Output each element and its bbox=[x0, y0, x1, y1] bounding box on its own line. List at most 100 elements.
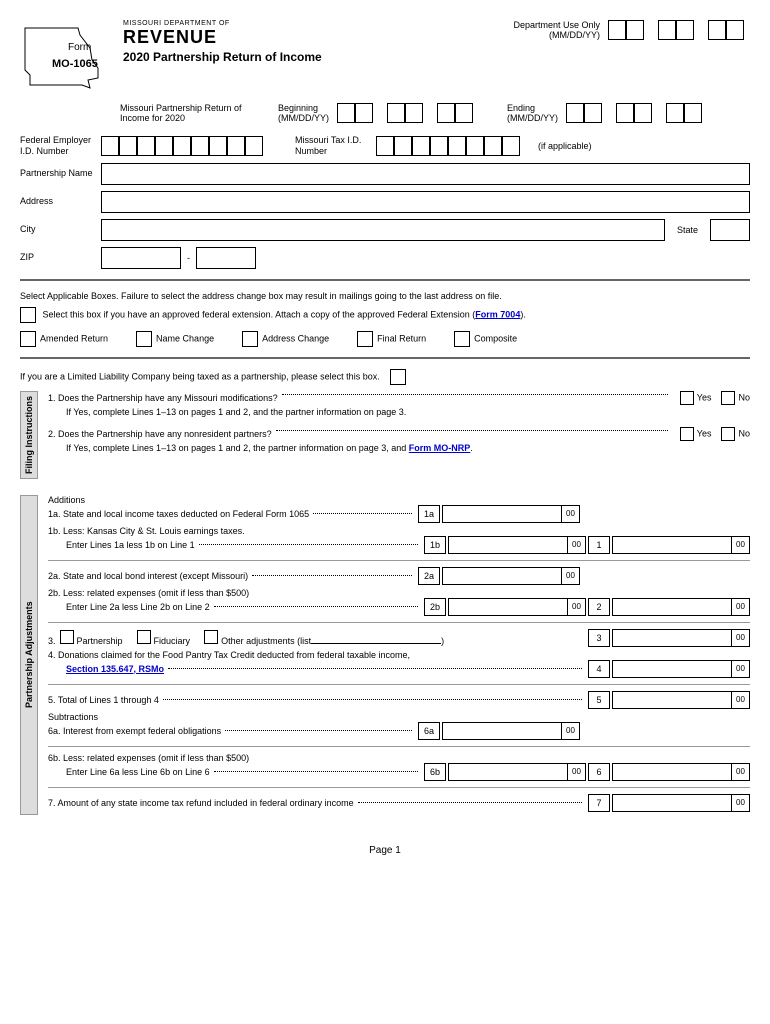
motax-box[interactable] bbox=[466, 136, 484, 156]
form-7004-link[interactable]: Form 7004 bbox=[475, 309, 520, 319]
if-applicable: (if applicable) bbox=[538, 141, 592, 151]
dept-use-box[interactable] bbox=[608, 20, 626, 40]
end-date-box[interactable] bbox=[616, 103, 634, 123]
end-date-box[interactable] bbox=[666, 103, 684, 123]
l2b-sub: Enter Line 2a less Line 2b on Line 2 bbox=[66, 602, 210, 612]
fein-box[interactable] bbox=[173, 136, 191, 156]
address-label: Address bbox=[20, 196, 95, 207]
cents: 00 bbox=[732, 536, 750, 554]
l3-other-input[interactable] bbox=[311, 632, 441, 644]
fein-box[interactable] bbox=[155, 136, 173, 156]
begin-date-box[interactable] bbox=[437, 103, 455, 123]
fein-box[interactable] bbox=[209, 136, 227, 156]
l6b-amount[interactable] bbox=[448, 763, 568, 781]
composite-checkbox[interactable] bbox=[454, 331, 470, 347]
sub-desc1: Missouri Partnership Return of bbox=[120, 103, 242, 113]
l4-text: 4. Donations claimed for the Food Pantry… bbox=[48, 650, 750, 660]
begin-date-box[interactable] bbox=[337, 103, 355, 123]
l2b-amount[interactable] bbox=[448, 598, 568, 616]
amended-checkbox[interactable] bbox=[20, 331, 36, 347]
begin-date-box[interactable] bbox=[355, 103, 373, 123]
motax-box[interactable] bbox=[430, 136, 448, 156]
llc-checkbox[interactable] bbox=[390, 369, 406, 385]
l3-other: Other adjustments (list bbox=[221, 636, 311, 646]
zip-label: ZIP bbox=[20, 252, 95, 263]
name-change-checkbox[interactable] bbox=[136, 331, 152, 347]
begin-date-box[interactable] bbox=[455, 103, 473, 123]
l6-amount[interactable] bbox=[612, 763, 732, 781]
fein-box[interactable] bbox=[191, 136, 209, 156]
motax-box[interactable] bbox=[484, 136, 502, 156]
final-checkbox[interactable] bbox=[357, 331, 373, 347]
q1-no-checkbox[interactable] bbox=[721, 391, 735, 405]
fein-box[interactable] bbox=[137, 136, 155, 156]
l3-amount[interactable] bbox=[612, 629, 732, 647]
l1a-amount[interactable] bbox=[442, 505, 562, 523]
l3-fiduciary-checkbox[interactable] bbox=[137, 630, 151, 644]
fein-box[interactable] bbox=[119, 136, 137, 156]
form-code: MO-1065 bbox=[52, 58, 98, 70]
city-input[interactable] bbox=[101, 219, 665, 241]
q2-yes-checkbox[interactable] bbox=[680, 427, 694, 441]
dept-use-box[interactable] bbox=[626, 20, 644, 40]
fein-box[interactable] bbox=[101, 136, 119, 156]
state-input[interactable] bbox=[710, 219, 750, 241]
fein-box[interactable] bbox=[245, 136, 263, 156]
begin-date-box[interactable] bbox=[405, 103, 423, 123]
mo-nrp-link[interactable]: Form MO-NRP bbox=[409, 443, 471, 453]
l2-amount[interactable] bbox=[612, 598, 732, 616]
zip4-input[interactable] bbox=[196, 247, 256, 269]
fein-box[interactable] bbox=[227, 136, 245, 156]
filing-tab: Filing Instructions bbox=[20, 391, 38, 479]
l6a-amount[interactable] bbox=[442, 722, 562, 740]
motax-box[interactable] bbox=[412, 136, 430, 156]
end-date-box[interactable] bbox=[584, 103, 602, 123]
id-row: Federal Employer I.D. Number Missouri Ta… bbox=[20, 135, 750, 157]
checkbox-row: Amended Return Name Change Address Chang… bbox=[20, 331, 750, 347]
q1-yes-checkbox[interactable] bbox=[680, 391, 694, 405]
cents: 00 bbox=[732, 794, 750, 812]
dept-use-box[interactable] bbox=[676, 20, 694, 40]
title-block: MISSOURI DEPARTMENT OF REVENUE 2020 Part… bbox=[123, 20, 513, 64]
yes-label: Yes bbox=[697, 428, 712, 438]
end-date-box[interactable] bbox=[566, 103, 584, 123]
address-input[interactable] bbox=[101, 191, 750, 213]
l1b-amount[interactable] bbox=[448, 536, 568, 554]
no-label: No bbox=[738, 392, 750, 402]
l2a-amount[interactable] bbox=[442, 567, 562, 585]
l4-amount[interactable] bbox=[612, 660, 732, 678]
l1-amount[interactable] bbox=[612, 536, 732, 554]
begin-date-box[interactable] bbox=[387, 103, 405, 123]
addr-change-checkbox[interactable] bbox=[242, 331, 258, 347]
motax-box[interactable] bbox=[502, 136, 520, 156]
l6b-text: 6b. Less: related expenses (omit if less… bbox=[48, 753, 750, 763]
dept-use-fmt: (MM/DD/YY) bbox=[549, 30, 600, 40]
l6b-num: 6b bbox=[424, 763, 446, 781]
l7-text: 7. Amount of any state income tax refund… bbox=[48, 798, 354, 808]
beginning-label: Beginning bbox=[278, 103, 318, 113]
end-date-box[interactable] bbox=[634, 103, 652, 123]
dept-use-box[interactable] bbox=[726, 20, 744, 40]
partnership-name-input[interactable] bbox=[101, 163, 750, 185]
zip-input[interactable] bbox=[101, 247, 181, 269]
cents: 00 bbox=[732, 629, 750, 647]
q2-no-checkbox[interactable] bbox=[721, 427, 735, 441]
motax-box[interactable] bbox=[376, 136, 394, 156]
l5-amount[interactable] bbox=[612, 691, 732, 709]
l7-amount[interactable] bbox=[612, 794, 732, 812]
motax-box[interactable] bbox=[448, 136, 466, 156]
section-link[interactable]: Section 135.647, RSMo bbox=[66, 664, 164, 674]
l7-num: 7 bbox=[588, 794, 610, 812]
page-number: Page 1 bbox=[20, 845, 750, 856]
extension-checkbox[interactable] bbox=[20, 307, 36, 323]
dept-use-box[interactable] bbox=[708, 20, 726, 40]
l3-partnership-checkbox[interactable] bbox=[60, 630, 74, 644]
dept-use-box[interactable] bbox=[658, 20, 676, 40]
l3-partnership: Partnership bbox=[77, 636, 123, 646]
additions-heading: Additions bbox=[48, 495, 750, 505]
cents: 00 bbox=[562, 505, 580, 523]
q1-sub: If Yes, complete Lines 1–13 on pages 1 a… bbox=[66, 407, 750, 417]
l3-other-checkbox[interactable] bbox=[204, 630, 218, 644]
end-date-box[interactable] bbox=[684, 103, 702, 123]
motax-box[interactable] bbox=[394, 136, 412, 156]
